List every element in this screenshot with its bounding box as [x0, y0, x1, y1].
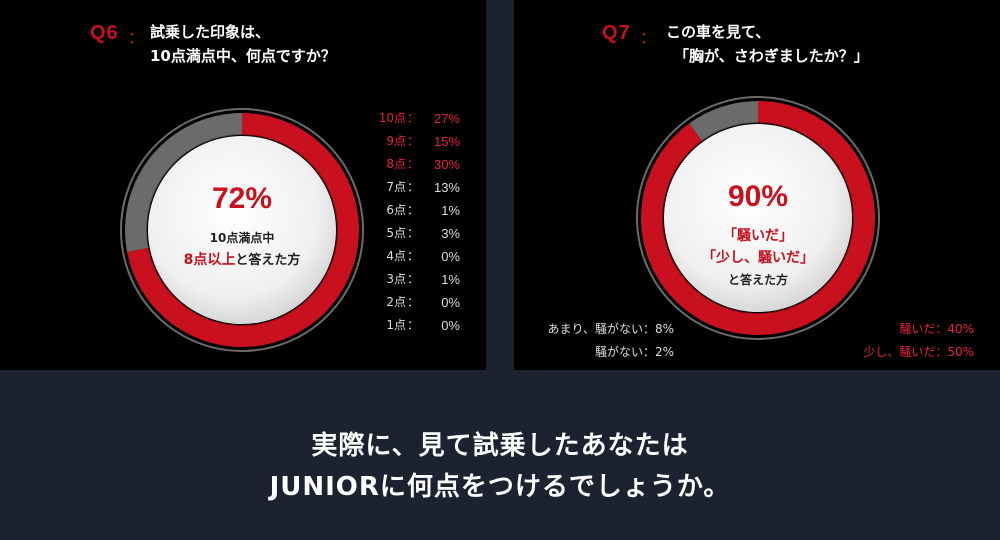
- q6-legend-row: 5点： 3%: [368, 222, 460, 245]
- q6-donut-chart: 72% 10点満点中 8点以上と答えた方: [120, 108, 364, 352]
- footer-line1: 実際に、見て試乗したあなたは: [311, 431, 689, 461]
- q6-legend-row: 1点： 0%: [368, 314, 460, 337]
- q6-legend-value: 27%: [433, 111, 460, 126]
- q6-legend-row: 10点： 27%: [368, 107, 460, 130]
- q6-legend-value: 1%: [441, 203, 460, 218]
- q6-legend-row: 6点： 1%: [368, 199, 460, 222]
- q6-center-line2: 8点以上と答えた方: [184, 251, 301, 268]
- q6-center-line2-red: 8点以上: [184, 251, 236, 268]
- q6-legend-separator: ：: [406, 295, 419, 309]
- q6-legend-row: 2点： 0%: [368, 291, 460, 314]
- q6-legend-label: 9点: [386, 134, 406, 148]
- q7-question: この車を見て、 「胸が、さわぎましたか？」: [666, 20, 869, 68]
- q6-legend-row: 7点： 13%: [368, 176, 460, 199]
- q7-label: Q7: [602, 22, 631, 44]
- q6-legend-value: 30%: [433, 157, 460, 172]
- q6-legend-separator: ：: [406, 180, 419, 194]
- q7-inner-shadow: [662, 122, 854, 314]
- q7-outer-ring: [636, 96, 880, 340]
- q7-legend-left-item: 騒がない：2%: [594, 345, 674, 359]
- q6-legend-separator: ：: [406, 318, 419, 332]
- q6-outer-ring: [120, 108, 364, 352]
- q6-legend-value: 0%: [441, 249, 460, 264]
- footer-line2: JUNIORに何点をつけるでしょうか。: [269, 472, 731, 502]
- panel-q6: Q6 ： 試乗した印象は、 10点満点中、何点ですか？ 72% 10点満点中 8…: [0, 0, 486, 370]
- q6-legend-separator: ：: [406, 272, 419, 286]
- q6-question: 試乗した印象は、 10点満点中、何点ですか？: [150, 20, 336, 68]
- q6-legend-label: 5点: [386, 226, 406, 240]
- q7-slice-1: [689, 101, 758, 142]
- panel-q7: Q7 ： この車を見て、 「胸が、さわぎましたか？」 90% 「騒いだ」 「少し…: [514, 0, 1000, 370]
- q6-center-line2-rest: と答えた方: [235, 252, 300, 268]
- q6-legend-label: 4点: [386, 249, 406, 263]
- q6-legend-value: 0%: [441, 318, 460, 333]
- q6-legend-separator: ：: [406, 226, 419, 240]
- q7-center-value: 90%: [728, 180, 788, 213]
- q6-question-line2: 10点満点中、何点ですか？: [150, 47, 336, 65]
- q6-legend-label: 7点: [386, 180, 406, 194]
- q6-label: Q6: [90, 22, 119, 44]
- q7-donut-chart: 90% 「騒いだ」 「少し、騒いだ」 と答えた方: [636, 96, 880, 340]
- q6-legend-separator: ：: [406, 157, 419, 171]
- q7-question-line1: この車を見て、: [666, 23, 771, 41]
- q6-legend-label: 2点: [386, 295, 406, 309]
- q6-center-line1: 10点満点中: [210, 230, 275, 245]
- q7-center-line3: と答えた方: [728, 272, 788, 287]
- q7-legend-right-item: 騒いだ：40%: [899, 322, 974, 336]
- q7-legend-left-item: あまり、騒がない：8%: [547, 322, 674, 336]
- q6-legend-value: 1%: [441, 272, 460, 287]
- q7-center-line1: 「騒いだ」: [723, 227, 793, 244]
- q6-legend-row: 9点： 15%: [368, 130, 460, 153]
- q6-legend-label: 1点: [386, 318, 406, 332]
- q6-colon: ：: [128, 28, 145, 47]
- q6-legend-value: 0%: [441, 295, 460, 310]
- q6-inner-shadow: [146, 134, 338, 326]
- q6-center-disk: [148, 136, 336, 324]
- q6-legend-label: 3点: [386, 272, 406, 286]
- q6-legend-label: 8点: [386, 157, 406, 171]
- q7-legend-right: 騒いだ：40% 少し、騒いだ：50%: [863, 318, 974, 364]
- q6-legend-value: 3%: [441, 226, 460, 241]
- q7-center-line2: 「少し、騒いだ」: [702, 249, 814, 266]
- q7-question-line2: 「胸が、さわぎましたか？」: [674, 47, 869, 65]
- q6-slice-1: [125, 113, 242, 252]
- q6-legend-value: 13%: [433, 180, 460, 195]
- q6-legend-separator: ：: [406, 111, 419, 125]
- q7-center-disk: [664, 124, 852, 312]
- q7-legend-right-item: 少し、騒いだ：50%: [863, 345, 974, 359]
- q7-legend-left: あまり、騒がない：8% 騒がない：2%: [547, 318, 674, 364]
- q6-legend-row: 4点： 0%: [368, 245, 460, 268]
- q6-legend-separator: ：: [406, 134, 419, 148]
- q7-colon: ：: [640, 28, 657, 47]
- q6-legend-value: 15%: [433, 134, 460, 149]
- q6-legend: 10点： 27% 9点： 15% 8点： 30% 7点： 13% 6点： 1% 5点： 3% 4点： 0%…: [368, 107, 460, 337]
- q6-legend-label: 10点: [378, 111, 406, 125]
- q6-legend-row: 3点： 1%: [368, 268, 460, 291]
- q6-legend-label: 6点: [386, 203, 406, 217]
- q6-question-line1: 試乗した印象は、: [150, 23, 271, 41]
- q6-legend-separator: ：: [406, 203, 419, 217]
- q6-center-value: 72%: [212, 182, 272, 215]
- q6-legend-row: 8点： 30%: [368, 153, 460, 176]
- q6-legend-separator: ：: [406, 249, 419, 263]
